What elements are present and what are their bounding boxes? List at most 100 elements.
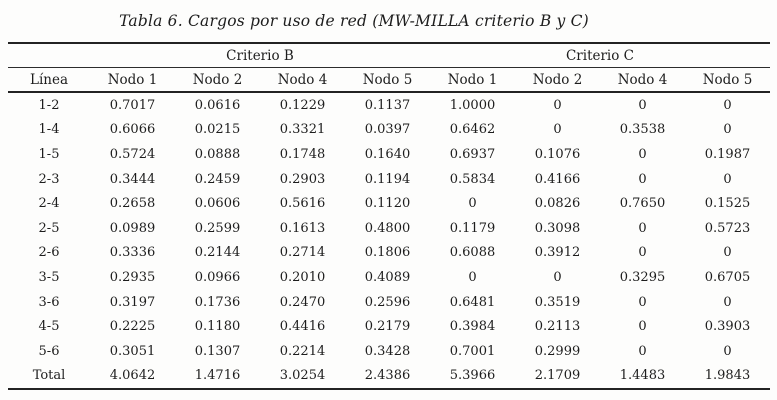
row-label: 1-4 (38, 122, 60, 138)
cell-value: 0 (638, 220, 647, 236)
cell-value: 2.1709 (534, 368, 581, 384)
cell-value: 0.5723 (704, 220, 751, 236)
column-header-row: Línea Nodo 1 Nodo 2 Nodo 4 Nodo 5 Nodo 1 Nodo … (8, 67, 770, 93)
cargos-table: Criterio B Criterio C Línea Nodo 1 Nodo 2 No… (8, 42, 770, 391)
cell-value: 0.0888 (194, 146, 241, 162)
table-title: Tabla 6. Cargos por uso de red (MW-MILLA… (119, 12, 589, 30)
row-label: 3-6 (38, 294, 60, 310)
cell-value: 0 (638, 146, 647, 162)
cell-value: 0 (638, 171, 647, 187)
cell-value: 0.3428 (364, 343, 411, 359)
cell-value: 0.3984 (449, 319, 496, 335)
cell-value: 0.2714 (279, 245, 326, 261)
table-body: 1-2 0.7017 0.0616 0.1229 0.1137 1.0000 0 0 0 1-4 0… (8, 92, 770, 389)
cell-value: 0.1120 (364, 196, 411, 212)
group-header: Criterio C (430, 43, 770, 68)
cell-value: 0.2225 (109, 319, 156, 335)
column-header: Nodo 5 (685, 67, 770, 93)
cell-value: 0.0616 (194, 97, 241, 113)
cell-value: 0.5616 (279, 196, 326, 212)
row-label: 2-5 (38, 220, 60, 236)
cell-value: 0.2010 (279, 269, 326, 285)
cell-value: 0 (468, 269, 477, 285)
cell-value: 0 (638, 343, 647, 359)
cell-value: 0.3321 (279, 122, 326, 138)
cell-value: 0.0215 (194, 122, 241, 138)
table-row: 2-5 0.0989 0.2599 0.1613 0.4800 0.1179 0.3098 0… (8, 216, 770, 241)
cell-value: 0.1640 (364, 146, 411, 162)
corner-cell (8, 43, 90, 68)
cell-value: 0.1987 (704, 146, 751, 162)
cell-value: 4.0642 (109, 368, 156, 384)
cell-value: 0.1229 (279, 97, 326, 113)
cell-value: 1.0000 (449, 97, 496, 113)
cell-value: 0 (723, 294, 732, 310)
cell-value: 0 (553, 122, 562, 138)
cell-value: 0 (723, 97, 732, 113)
cell-value: 0.1179 (449, 220, 496, 236)
cell-value: 0.2658 (109, 196, 156, 212)
table-row: 3-6 0.3197 0.1736 0.2470 0.2596 0.6481 0.3519 0… (8, 290, 770, 315)
cell-value: 0.2599 (194, 220, 241, 236)
cell-value: 0.3444 (109, 171, 156, 187)
cell-value: 0.1736 (194, 294, 241, 310)
cell-value: 0.0966 (194, 269, 241, 285)
cell-value: 0.6705 (704, 269, 751, 285)
table-row: 1-2 0.7017 0.0616 0.1229 0.1137 1.0000 0 0 0 (8, 92, 770, 118)
cell-value: 0.2214 (279, 343, 326, 359)
cell-value: 0.2999 (534, 343, 581, 359)
table-row: 3-5 0.2935 0.0966 0.2010 0.4089 0 0 0.3295 0.670… (8, 265, 770, 290)
cell-value: 0 (638, 97, 647, 113)
row-label: 5-6 (38, 343, 60, 359)
cell-value: 0.6088 (449, 245, 496, 261)
cell-value: 0.3098 (534, 220, 581, 236)
cell-value: 0 (638, 245, 647, 261)
cell-value: 0.1076 (534, 146, 581, 162)
cell-value: 0 (723, 122, 732, 138)
cell-value: 0.7017 (109, 97, 156, 113)
cell-value: 0.6937 (449, 146, 496, 162)
cell-value: 0.6481 (449, 294, 496, 310)
cell-value: 0.0397 (364, 122, 411, 138)
cell-value: 2.4386 (364, 368, 411, 384)
group-header-row: Criterio B Criterio C (8, 43, 770, 68)
column-header: Nodo 4 (600, 67, 685, 93)
column-header: Nodo 1 (430, 67, 515, 93)
cell-value: 0 (638, 319, 647, 335)
cell-value: 5.3966 (449, 368, 496, 384)
cell-value: 0.3336 (109, 245, 156, 261)
cell-value: 0.3903 (704, 319, 751, 335)
cell-value: 1.9843 (704, 368, 751, 384)
cell-value: 0 (553, 97, 562, 113)
cell-value: 0.3519 (534, 294, 581, 310)
cell-value: 0.2459 (194, 171, 241, 187)
total-row: Total 4.0642 1.4716 3.0254 2.4386 5.3966 2.170… (8, 364, 770, 390)
cell-value: 0.2596 (364, 294, 411, 310)
row-label: 2-6 (38, 245, 60, 261)
cell-value: 0.3197 (109, 294, 156, 310)
table-row: 4-5 0.2225 0.1180 0.4416 0.2179 0.3984 0.2113 0… (8, 314, 770, 339)
cell-value: 0.6066 (109, 122, 156, 138)
row-label: 3-5 (38, 269, 60, 285)
cell-value: 0 (468, 196, 477, 212)
cell-value: 0.3538 (619, 122, 666, 138)
cell-value: 0.5724 (109, 146, 156, 162)
cell-value: 0.3912 (534, 245, 581, 261)
cell-value: 0.7001 (449, 343, 496, 359)
cell-value: 0 (723, 171, 732, 187)
line-column-header: Línea (8, 67, 90, 93)
column-header: Nodo 4 (260, 67, 345, 93)
table-row: 1-4 0.6066 0.0215 0.3321 0.0397 0.6462 0 0.3538… (8, 118, 770, 143)
cell-value: 0.1180 (194, 319, 241, 335)
cell-value: 3.0254 (279, 368, 326, 384)
table-row: 2-3 0.3444 0.2459 0.2903 0.1194 0.5834 0.4166 0… (8, 167, 770, 192)
cell-value: 0 (723, 245, 732, 261)
cell-value: 1.4483 (619, 368, 666, 384)
cell-value: 0 (638, 294, 647, 310)
cell-value: 0.2179 (364, 319, 411, 335)
cell-value: 0.3051 (109, 343, 156, 359)
cell-value: 0 (553, 269, 562, 285)
cell-value: 0.1307 (194, 343, 241, 359)
column-header: Nodo 2 (175, 67, 260, 93)
cell-value: 0.0989 (109, 220, 156, 236)
